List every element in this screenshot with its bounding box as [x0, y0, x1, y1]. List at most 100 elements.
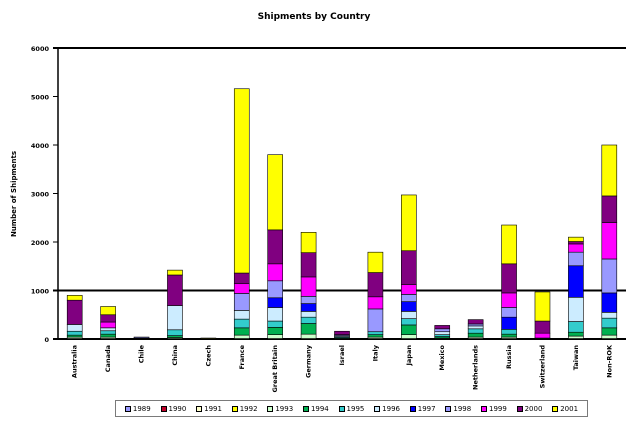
bar-segment	[568, 243, 584, 253]
legend-swatch	[516, 405, 523, 412]
chart-title: Shipments by Country	[258, 12, 371, 22]
bar-segment	[267, 280, 283, 299]
bar-segment	[501, 328, 517, 335]
bar-segment	[401, 311, 417, 319]
bar-segment	[233, 283, 250, 294]
bar-segment	[267, 263, 283, 282]
legend-swatch	[374, 405, 381, 412]
bar-segment	[300, 323, 317, 335]
bar-segment	[167, 269, 183, 276]
bar-segment	[100, 333, 116, 338]
legend-label: 1999	[488, 404, 507, 413]
y-tick-label: 3000	[31, 191, 50, 199]
bar-segment	[233, 310, 250, 320]
bar-segment	[601, 317, 618, 329]
x-tick-label: Australia	[71, 345, 79, 378]
bar-segment	[568, 331, 584, 337]
legend: 1989 1990 1991 1992 1993 1994 1995 1996 1997 1998…	[115, 400, 588, 417]
bar-segment	[267, 307, 283, 322]
legend-label: 1998	[453, 404, 472, 413]
bar-segment	[233, 318, 250, 329]
bar-segment	[300, 303, 317, 312]
bar-segment	[534, 332, 551, 339]
bar-segment	[434, 325, 451, 330]
x-tick-label: Taiwan	[572, 345, 580, 371]
legend-label: 1996	[382, 404, 400, 413]
bar-segment	[601, 292, 618, 313]
bar-segment	[568, 296, 584, 322]
bar-segment	[601, 195, 618, 223]
bar-segment	[267, 297, 283, 308]
legend-swatch	[160, 405, 167, 412]
bar-segment	[334, 330, 350, 335]
x-tick-label: Japan	[405, 345, 413, 367]
bar-segment	[401, 318, 417, 326]
bar-segment	[100, 330, 116, 335]
bar-segment	[100, 314, 116, 323]
bar-segment	[100, 306, 116, 316]
legend-swatch	[409, 405, 416, 412]
bar-segment	[501, 333, 517, 338]
bar-segment	[100, 321, 116, 329]
y-tick-label: 0	[44, 336, 49, 344]
bar-segment	[467, 319, 484, 325]
legend-label: 2001	[560, 404, 579, 413]
bar-segment	[300, 311, 317, 318]
legend-swatch	[338, 405, 345, 412]
legend-item: 1996	[374, 405, 400, 413]
x-tick-label: China	[171, 345, 179, 366]
legend-label: 1990	[168, 404, 187, 413]
bar-segment	[434, 328, 451, 333]
legend-item: 1991	[196, 405, 222, 413]
y-tick-label: 4000	[31, 142, 50, 150]
bar-segment	[300, 296, 317, 304]
legend-swatch	[552, 405, 559, 412]
bar-segment	[401, 250, 417, 285]
bar-segment	[367, 334, 384, 338]
bar-segment	[267, 154, 283, 231]
legend-swatch	[267, 405, 274, 412]
bar-segment	[233, 88, 250, 274]
legend-label: 1993	[275, 404, 294, 413]
x-tick-label: Israel	[338, 345, 346, 366]
bar-segment	[233, 293, 250, 311]
y-tick-label: 2000	[31, 239, 50, 247]
x-tick-label: Great Britain	[271, 345, 279, 393]
bar-segment	[167, 329, 183, 336]
legend-item: 1992	[231, 405, 258, 413]
bar-segment	[167, 274, 183, 306]
bar-segment	[534, 291, 551, 322]
legend-item: 2000	[516, 405, 542, 413]
bar-segment	[167, 305, 183, 331]
legend-item: 1997	[409, 405, 436, 413]
legend-item: 1989	[124, 405, 151, 413]
bar-segment	[66, 299, 83, 325]
bar-segment	[401, 294, 417, 302]
bar-segment	[267, 327, 283, 335]
x-tick-label: Italy	[371, 344, 379, 361]
x-tick-label: Russia	[505, 345, 513, 369]
bar-segment	[367, 272, 384, 298]
x-tick-label: Switzerland	[538, 345, 546, 389]
bar-segment	[534, 320, 551, 334]
x-tick-label: Germany	[305, 344, 313, 378]
bar-segment	[501, 224, 517, 265]
legend-item: 1990	[160, 404, 187, 413]
bar-segment	[467, 332, 484, 338]
bar-segment	[300, 316, 317, 324]
bar-segment	[501, 263, 517, 294]
legend-label: 1994	[310, 404, 329, 413]
bar-segment	[401, 284, 417, 295]
bar-segment	[568, 265, 584, 298]
bar-segment	[434, 331, 451, 335]
legend-swatch	[480, 405, 487, 412]
bar-segment	[401, 194, 417, 252]
legend-item: 1994	[302, 404, 329, 413]
x-tick-label: Chile	[138, 344, 146, 363]
legend-label: 1995	[346, 404, 365, 413]
y-axis-label: Number of Shipments	[10, 151, 18, 237]
legend-item: 2001	[552, 405, 578, 413]
bar-segment	[233, 327, 250, 336]
bar-segment	[568, 236, 584, 242]
